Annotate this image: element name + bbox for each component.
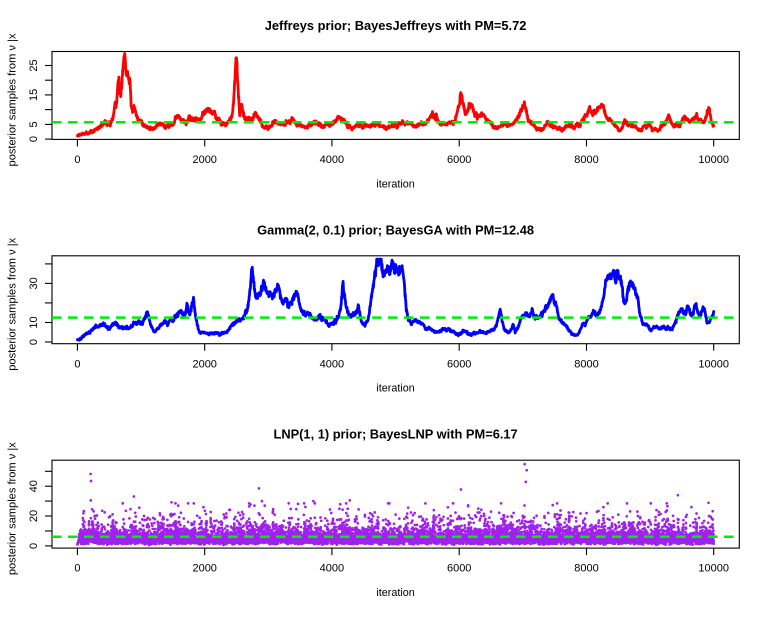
svg-text:0: 0: [74, 563, 80, 575]
svg-text:Jeffreys prior; BayesJeffreys: Jeffreys prior; BayesJeffreys with PM=5.…: [265, 18, 527, 33]
svg-text:2000: 2000: [192, 154, 216, 166]
svg-text:4000: 4000: [320, 154, 344, 166]
svg-text:25: 25: [28, 59, 40, 71]
svg-text:0: 0: [28, 543, 40, 549]
svg-text:8000: 8000: [574, 358, 598, 370]
svg-text:2000: 2000: [192, 563, 216, 575]
svg-text:30: 30: [28, 277, 40, 289]
svg-text:8000: 8000: [574, 154, 598, 166]
svg-text:posterior samples from ν |x: posterior samples from ν |x: [7, 33, 19, 166]
svg-text:6000: 6000: [447, 563, 471, 575]
svg-text:4000: 4000: [320, 358, 344, 370]
svg-text:6000: 6000: [447, 358, 471, 370]
svg-text:5: 5: [28, 121, 40, 127]
svg-text:0: 0: [74, 154, 80, 166]
svg-text:iteration: iteration: [376, 587, 414, 599]
svg-text:posterior samples from ν |x: posterior samples from ν |x: [7, 237, 19, 370]
svg-text:8000: 8000: [574, 563, 598, 575]
svg-text:0: 0: [74, 358, 80, 370]
svg-text:10000: 10000: [698, 358, 729, 370]
svg-text:2000: 2000: [192, 358, 216, 370]
svg-text:10: 10: [28, 316, 40, 328]
svg-text:Gamma(2, 0.1) prior; BayesGA w: Gamma(2, 0.1) prior; BayesGA with PM=12.…: [257, 222, 534, 237]
svg-text:0: 0: [28, 136, 40, 142]
svg-text:iteration: iteration: [376, 178, 414, 190]
svg-text:posterior samples from ν |x: posterior samples from ν |x: [7, 442, 19, 575]
svg-text:40: 40: [28, 480, 40, 492]
svg-text:4000: 4000: [320, 563, 344, 575]
svg-text:10000: 10000: [698, 154, 729, 166]
svg-text:iteration: iteration: [376, 383, 414, 395]
svg-text:0: 0: [28, 339, 40, 345]
svg-text:15: 15: [28, 89, 40, 101]
svg-text:20: 20: [28, 510, 40, 522]
svg-text:10000: 10000: [698, 563, 729, 575]
svg-text:LNP(1, 1) prior; BayesLNP with: LNP(1, 1) prior; BayesLNP with PM=6.17: [273, 427, 517, 442]
svg-text:6000: 6000: [447, 154, 471, 166]
